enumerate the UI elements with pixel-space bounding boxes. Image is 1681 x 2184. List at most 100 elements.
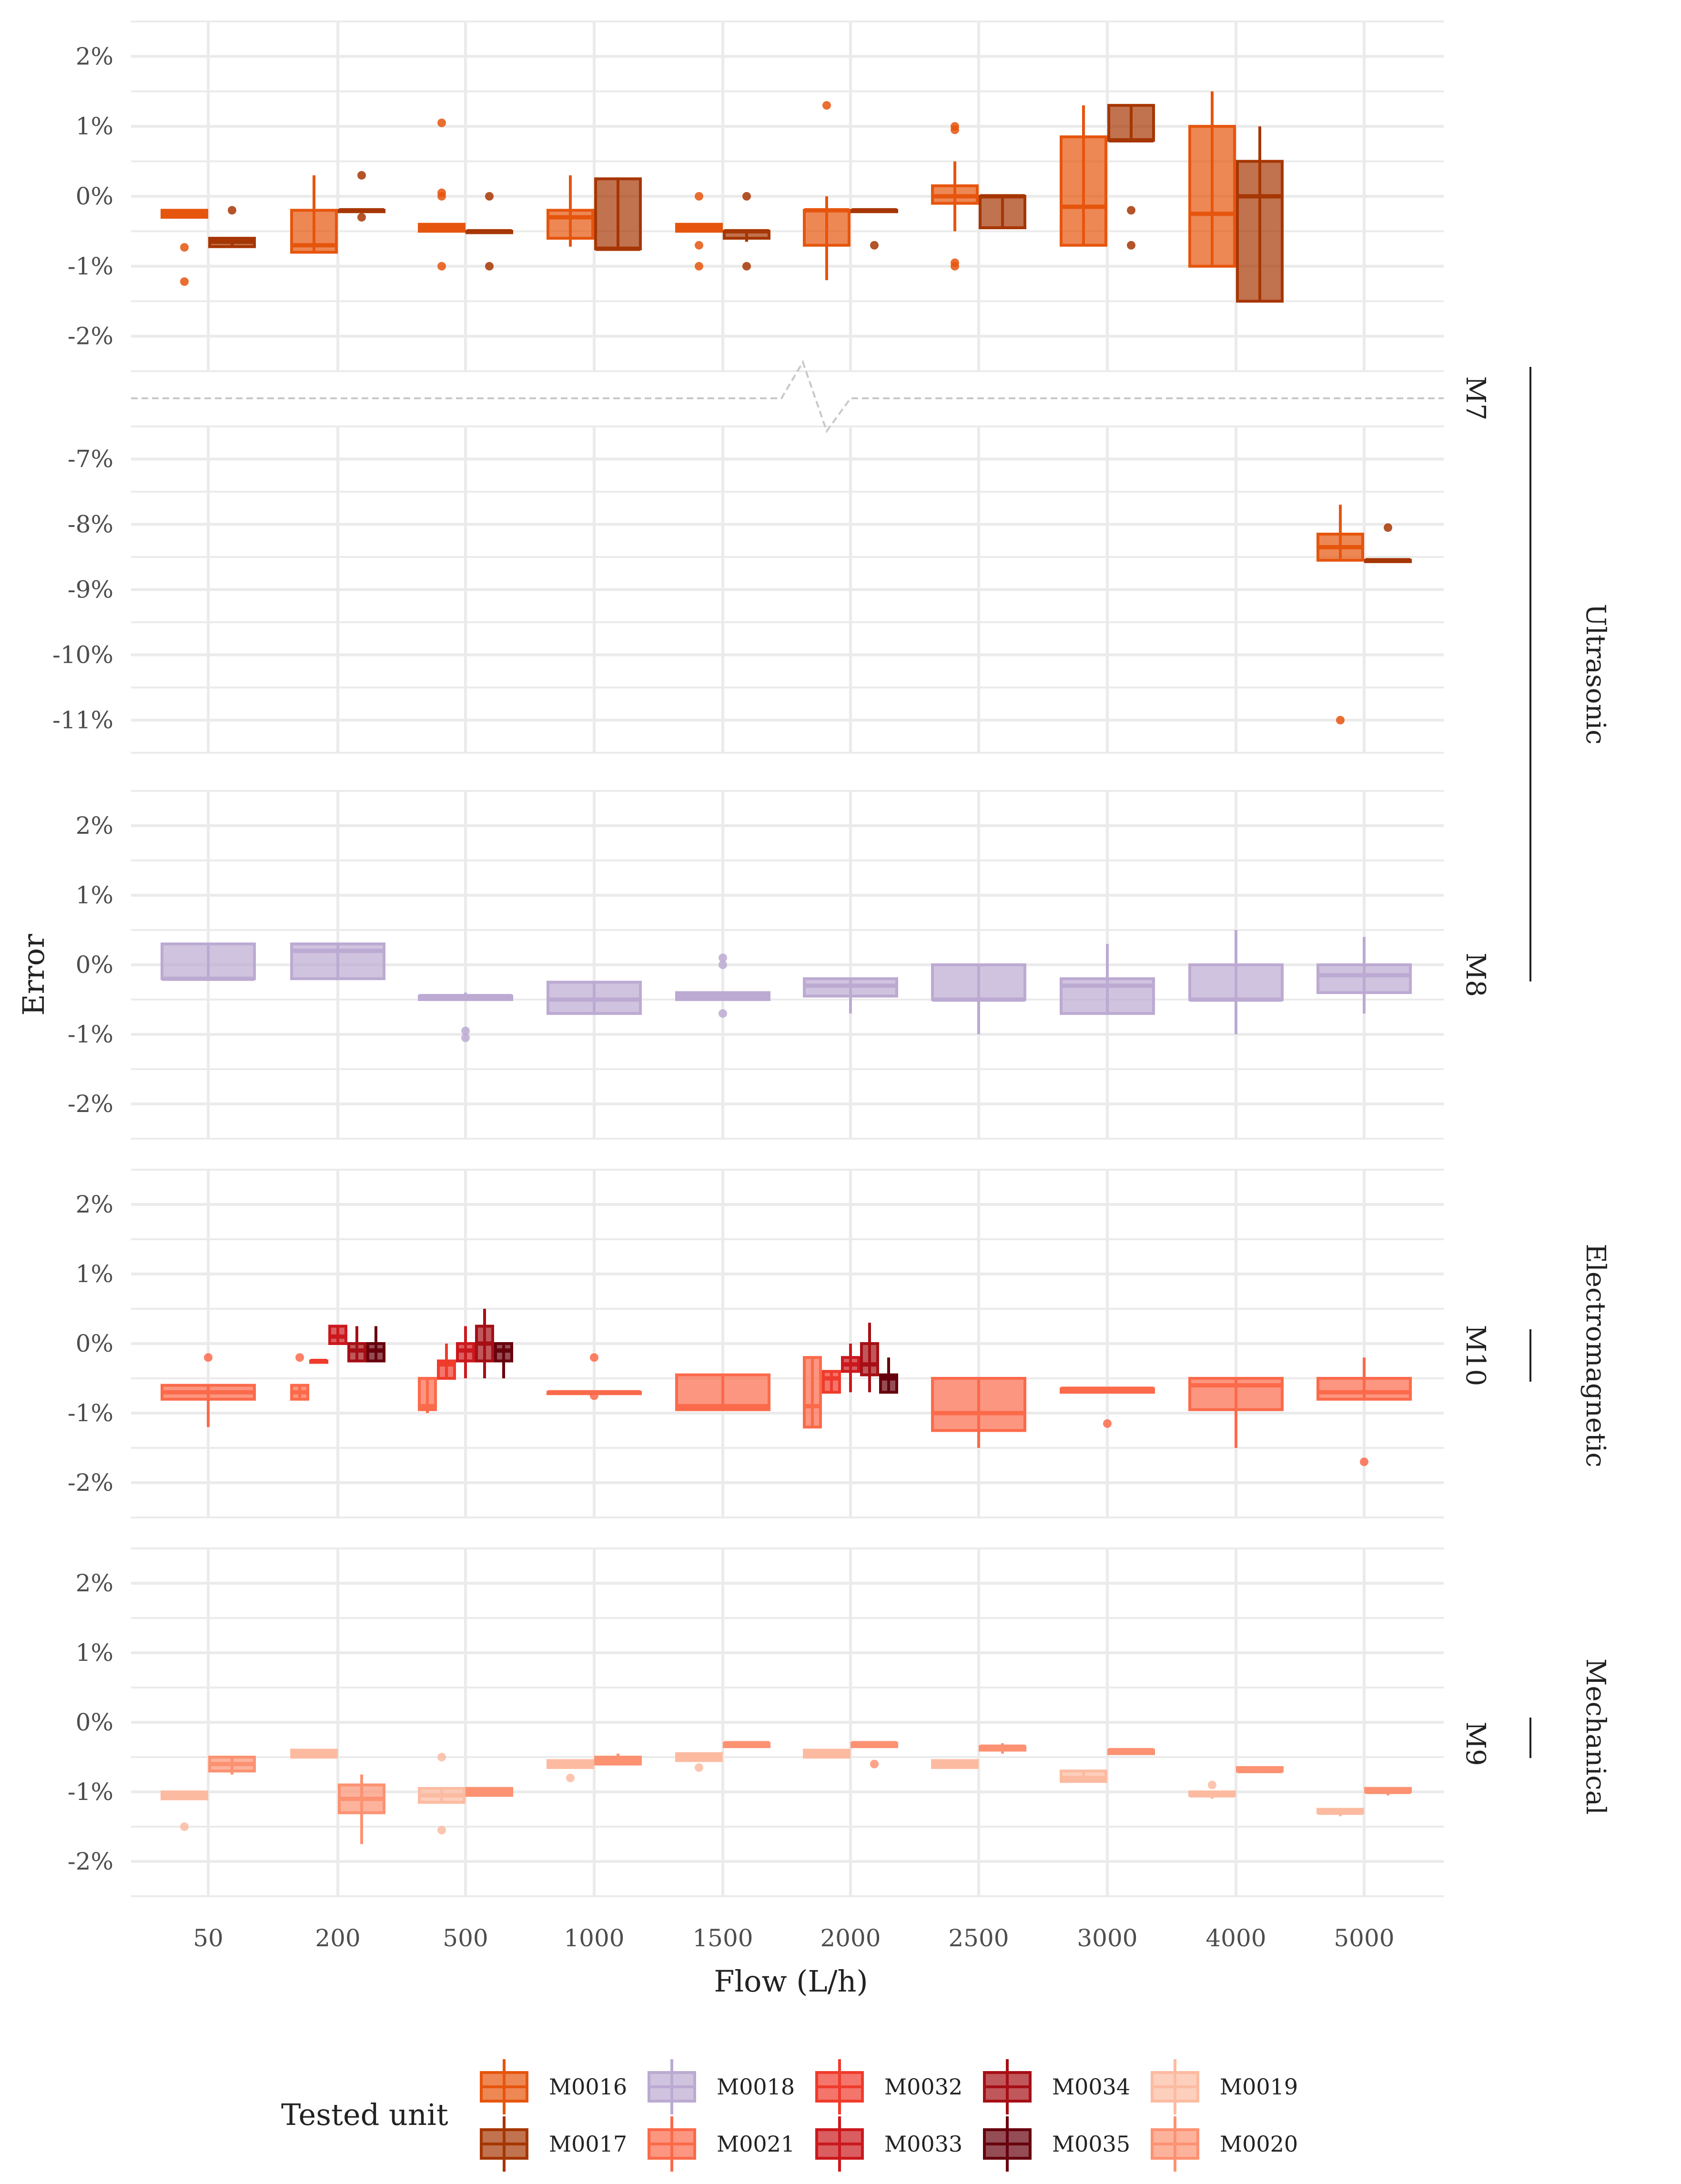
box-m0017-2500 <box>979 194 1026 230</box>
outlier-point <box>1336 716 1345 725</box>
box-m0017-5000 <box>1364 523 1412 563</box>
box-m0019-50 <box>161 1790 208 1831</box>
legend-item-m0019: M0019 <box>1151 2059 1298 2114</box>
legend-item-m0017: M0017 <box>480 2116 627 2172</box>
panels: 2% 1% 0% -1% -2% -7% -8% -9% -10% -11% 2% 1% 0% -1% -2… <box>52 20 1444 1897</box>
group-label-mechanical: Mechanical <box>1580 1658 1611 1815</box>
outlier-point <box>461 1026 470 1035</box>
y-tick-label: 1% <box>76 1639 113 1667</box>
y-tick-label: -2% <box>68 323 113 350</box>
box-iqr <box>1236 160 1284 303</box>
box-m0017-2000 <box>851 208 898 250</box>
box-m0020-500 <box>466 1787 513 1797</box>
box-m0017-4000 <box>1236 126 1284 303</box>
y-tick-label: 2% <box>76 1191 113 1218</box>
outlier-point <box>951 262 959 271</box>
box-m0018-5000 <box>1316 937 1412 1014</box>
box-m0019-3000 <box>1060 1769 1107 1783</box>
box-m0020-4000 <box>1236 1766 1284 1773</box>
strip-labels: M7 M8 M10 M9 Ultrasonic Electromagnetic Mechan… <box>1460 367 1611 1815</box>
x-tick-label: 3000 <box>1077 1924 1137 1952</box>
panel-m9: 2% 1% 0% -1% -2% <box>68 1547 1444 1897</box>
box-m0033-2000 <box>841 1344 860 1393</box>
box-m0018-200 <box>290 942 385 981</box>
box-m0021-3000 <box>1060 1386 1155 1428</box>
box-m0021-50 <box>161 1353 256 1427</box>
box-m0017-1500 <box>723 192 770 271</box>
y-tick-label: 1% <box>76 112 113 140</box>
box-m0034-200 <box>347 1326 366 1363</box>
x-tick-label: 4000 <box>1205 1924 1266 1952</box>
box-m0018-4000 <box>1188 930 1284 1034</box>
y-tick-label: -1% <box>68 1021 113 1048</box>
outlier-point <box>437 262 446 271</box>
box-m0016-200 <box>290 175 338 254</box>
outlier-point <box>719 953 727 962</box>
x-tick-label: 2500 <box>948 1924 1009 1952</box>
box-iqr <box>161 942 256 981</box>
box-m0034-2000 <box>860 1323 879 1393</box>
x-axis-title: Flow (L/h) <box>714 1964 868 1999</box>
y-tick-label: -2% <box>68 1848 113 1875</box>
y-tick-label: -7% <box>68 445 113 473</box>
group-label-ultrasonic: Ultrasonic <box>1580 604 1611 745</box>
panel-m8: 2% 1% 0% -1% -2% <box>68 790 1444 1140</box>
x-axis: 50 200 500 1000 1500 2000 2500 3000 4000 5000 <box>193 1924 1394 1952</box>
y-tick-label: -9% <box>68 576 113 604</box>
x-tick-label: 50 <box>193 1924 223 1952</box>
outlier-point <box>295 1353 304 1362</box>
box-m0021-1000 <box>547 1353 642 1400</box>
box-m0032-2000 <box>822 1370 841 1394</box>
legend: Tested unit M0016 M0017 M0018 M0021 M0032 M00… <box>281 2059 1298 2172</box>
box-iqr <box>979 195 1026 230</box>
y-tick-label: -2% <box>68 1469 113 1496</box>
y-tick-label: -8% <box>68 511 113 538</box>
outlier-point <box>870 241 879 250</box>
legend-item-m0035: M0035 <box>983 2116 1130 2172</box>
outlier-point <box>437 1753 446 1761</box>
x-tick-label: 1500 <box>692 1924 753 1952</box>
outlier-point <box>180 277 189 286</box>
box-iqr <box>931 963 1026 1001</box>
x-tick-label: 5000 <box>1334 1924 1394 1952</box>
box-m0021-2000 <box>803 1356 822 1429</box>
y-tick-label: 0% <box>76 951 113 979</box>
box-m0020-1500 <box>723 1741 770 1749</box>
box-iqr <box>1188 1377 1284 1411</box>
legend-item-m0020: M0020 <box>1151 2116 1298 2172</box>
strip-label-m10: M10 <box>1460 1325 1491 1386</box>
box-m0021-200 <box>290 1353 309 1401</box>
box-m0019-1500 <box>675 1752 723 1772</box>
box-m0018-500 <box>418 992 513 1042</box>
outlier-point <box>590 1353 598 1362</box>
box-m0017-3000 <box>1107 104 1155 250</box>
box-m0020-2500 <box>979 1743 1026 1754</box>
box-iqr <box>1107 104 1155 142</box>
box-m0021-1500 <box>675 1373 770 1411</box>
axis-break-line <box>131 360 1444 434</box>
box-m0034-500 <box>475 1309 494 1378</box>
box-m0016-1500 <box>675 192 723 271</box>
box-m0020-50 <box>208 1756 256 1775</box>
y-tick-label: 0% <box>76 1330 113 1357</box>
box-iqr <box>547 209 594 240</box>
y-tick-label: 0% <box>76 182 113 210</box>
box-m0035-200 <box>366 1326 385 1363</box>
box-m0016-500 <box>418 118 466 271</box>
y-tick-label: 1% <box>76 881 113 909</box>
box-m0035-500 <box>494 1342 513 1378</box>
outlier-point <box>357 171 366 180</box>
legend-label: M0018 <box>717 2074 795 2100</box>
box-m0035-2000 <box>879 1357 898 1394</box>
box-iqr <box>1188 125 1236 268</box>
box-iqr <box>860 1342 879 1376</box>
outlier-point <box>1208 1780 1216 1790</box>
y-axis-title: Error <box>16 934 51 1016</box>
box-m0019-500 <box>418 1753 466 1835</box>
y-tick-label: 2% <box>76 42 113 70</box>
outlier-point <box>742 262 751 271</box>
box-m0016-5000 <box>1316 505 1364 725</box>
outlier-point <box>204 1353 213 1362</box>
x-tick-label: 1000 <box>564 1924 624 1952</box>
